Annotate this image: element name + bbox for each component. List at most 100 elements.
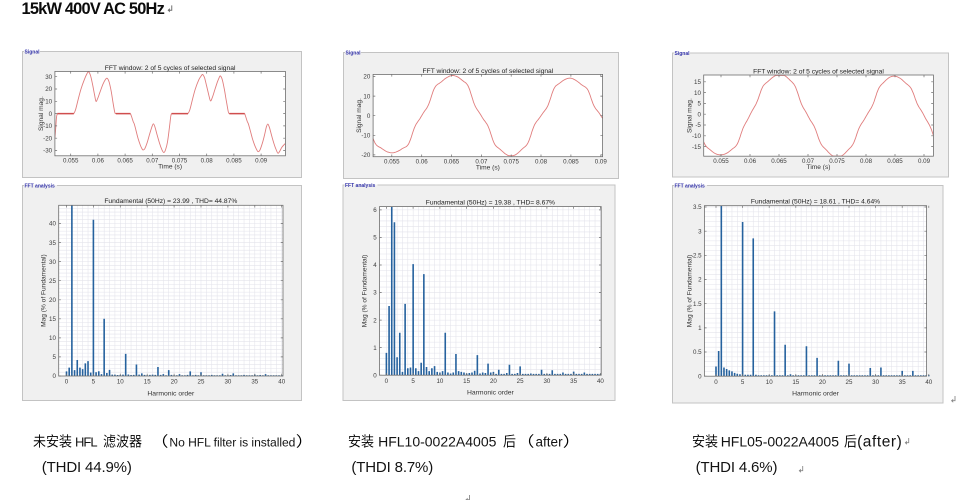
svg-text:Signal mag.: Signal mag. (38, 96, 45, 131)
svg-text:40: 40 (49, 221, 56, 228)
svg-text:10: 10 (363, 93, 370, 100)
svg-text:35: 35 (49, 240, 56, 247)
svg-text:Harmonic order: Harmonic order (467, 390, 515, 397)
svg-text:FFT analysis: FFT analysis (345, 183, 376, 189)
svg-text:15: 15 (144, 379, 151, 386)
svg-text:5: 5 (92, 379, 96, 386)
svg-text:4: 4 (373, 262, 377, 269)
svg-text:40: 40 (278, 379, 285, 386)
svg-text:40: 40 (597, 378, 604, 385)
svg-text:Signal mag.: Signal mag. (356, 98, 363, 133)
svg-text:5: 5 (411, 378, 415, 385)
svg-text:-20: -20 (43, 135, 53, 142)
svg-text:30: 30 (872, 379, 879, 386)
svg-text:25: 25 (517, 378, 524, 385)
svg-text:0: 0 (385, 378, 389, 385)
svg-text:0: 0 (373, 372, 377, 379)
svg-text:-10: -10 (692, 133, 702, 140)
svg-text:0.09: 0.09 (918, 158, 931, 165)
svg-text:0: 0 (52, 373, 56, 380)
svg-text:3: 3 (698, 228, 702, 235)
svg-text:20: 20 (171, 379, 178, 386)
svg-text:10: 10 (45, 99, 52, 106)
svg-text:0: 0 (714, 379, 718, 386)
svg-text:2.5: 2.5 (693, 253, 702, 260)
svg-text:Signal: Signal (25, 49, 41, 55)
svg-text:15: 15 (463, 378, 470, 385)
svg-text:30: 30 (224, 379, 231, 386)
svg-text:3: 3 (373, 290, 377, 297)
svg-text:5: 5 (52, 354, 56, 361)
svg-text:0.07: 0.07 (146, 158, 159, 165)
svg-text:25: 25 (846, 379, 853, 386)
svg-text:15: 15 (49, 316, 56, 323)
svg-text:Time (s): Time (s) (807, 164, 831, 171)
svg-text:0.055: 0.055 (384, 159, 400, 166)
svg-text:Time (s): Time (s) (158, 164, 182, 171)
svg-text:0.06: 0.06 (744, 158, 757, 165)
svg-text:0.065: 0.065 (444, 159, 460, 166)
svg-text:0.08: 0.08 (860, 158, 873, 165)
svg-text:0.08: 0.08 (535, 159, 548, 166)
svg-text:0: 0 (367, 113, 371, 120)
svg-text:15: 15 (792, 379, 799, 386)
svg-text:30: 30 (49, 259, 56, 266)
svg-text:0: 0 (697, 111, 701, 118)
svg-text:5: 5 (373, 235, 377, 242)
svg-text:-10: -10 (43, 123, 53, 130)
svg-text:0: 0 (49, 111, 53, 118)
svg-text:FFT window: 2 of 5 cycles of s: FFT window: 2 of 5 cycles of selected si… (105, 65, 236, 72)
svg-text:Fundamental (50Hz) = 18.61 , T: Fundamental (50Hz) = 18.61 , THD= 4.64% (751, 199, 880, 206)
svg-text:25: 25 (49, 278, 56, 285)
svg-text:35: 35 (899, 379, 906, 386)
svg-text:5: 5 (741, 379, 745, 386)
svg-text:2: 2 (373, 317, 377, 324)
svg-text:FFT window: 2 of 5 cycles of s: FFT window: 2 of 5 cycles of selected si… (423, 68, 554, 75)
svg-text:Fundamental (50Hz) = 23.99 , T: Fundamental (50Hz) = 23.99 , THD= 44.87% (104, 198, 237, 205)
svg-text:0.065: 0.065 (771, 158, 787, 165)
svg-text:25: 25 (198, 379, 205, 386)
svg-text:20: 20 (363, 74, 370, 81)
svg-text:20: 20 (490, 378, 497, 385)
svg-text:0.09: 0.09 (595, 159, 608, 166)
svg-text:0.07: 0.07 (802, 158, 815, 165)
svg-text:3.5: 3.5 (693, 204, 702, 211)
svg-text:1: 1 (698, 325, 702, 332)
svg-text:2: 2 (698, 277, 702, 284)
svg-text:-15: -15 (692, 144, 702, 151)
svg-text:35: 35 (570, 378, 577, 385)
svg-text:10: 10 (766, 379, 773, 386)
svg-text:Harmonic order: Harmonic order (792, 391, 840, 398)
svg-text:20: 20 (45, 86, 52, 93)
svg-text:0.5: 0.5 (693, 349, 702, 356)
svg-text:10: 10 (694, 90, 701, 97)
svg-text:Mag (% of Fundamental): Mag (% of Fundamental) (686, 255, 693, 328)
svg-text:Harmonic order: Harmonic order (147, 390, 195, 397)
svg-text:1: 1 (373, 345, 377, 352)
svg-text:FFT analysis: FFT analysis (25, 183, 56, 189)
svg-text:FFT analysis: FFT analysis (675, 183, 706, 189)
svg-text:Fundamental (50Hz) = 19.38 , T: Fundamental (50Hz) = 19.38 , THD= 8.67% (426, 199, 555, 206)
svg-text:-30: -30 (43, 148, 53, 155)
svg-text:-5: -5 (695, 122, 701, 129)
svg-text:0.09: 0.09 (255, 158, 268, 165)
svg-text:35: 35 (251, 379, 258, 386)
svg-text:0.085: 0.085 (563, 159, 579, 166)
svg-text:0: 0 (698, 373, 702, 380)
svg-text:0.065: 0.065 (117, 158, 133, 165)
svg-text:20: 20 (49, 297, 56, 304)
svg-text:-10: -10 (361, 133, 371, 140)
svg-text:10: 10 (436, 378, 443, 385)
svg-text:30: 30 (543, 378, 550, 385)
svg-text:0.055: 0.055 (63, 158, 79, 165)
svg-text:0.085: 0.085 (226, 158, 242, 165)
svg-text:15: 15 (694, 79, 701, 86)
svg-text:0.06: 0.06 (92, 158, 105, 165)
svg-text:0.06: 0.06 (416, 159, 429, 166)
svg-text:Mag (% of Fundamental): Mag (% of Fundamental) (41, 254, 48, 327)
svg-text:0: 0 (65, 379, 69, 386)
svg-text:1.5: 1.5 (693, 301, 702, 308)
svg-text:30: 30 (45, 74, 52, 81)
svg-text:FFT window: 2 of 5 cycles of s: FFT window: 2 of 5 cycles of selected si… (753, 69, 884, 76)
svg-text:-20: -20 (361, 152, 371, 159)
